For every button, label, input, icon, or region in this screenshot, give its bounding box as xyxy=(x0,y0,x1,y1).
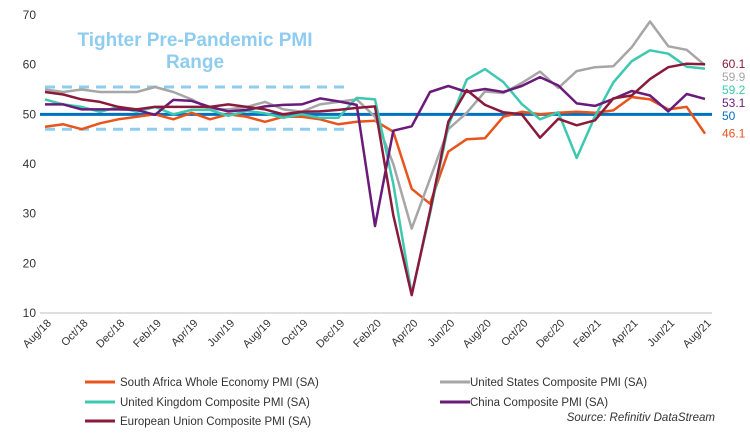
x-tick-label: Aug/18 xyxy=(21,317,54,350)
end-label: 59.9 xyxy=(722,70,746,84)
x-tick-label: Oct/18 xyxy=(59,317,90,348)
y-tick-label: 60 xyxy=(23,58,37,72)
y-tick-label: 50 xyxy=(23,107,37,121)
x-tick-label: Dec/18 xyxy=(94,317,127,350)
x-tick-label: Aug/20 xyxy=(461,317,494,350)
y-tick-label: 20 xyxy=(23,256,37,270)
x-tick-label: Feb/19 xyxy=(131,317,164,350)
source: Source: Refinitiv DataStream xyxy=(567,412,716,424)
x-tick-label: Jun/19 xyxy=(205,317,237,349)
legend-label: United Kingdom Composite PMI (SA) xyxy=(120,397,310,409)
x-tick-label: Jun/21 xyxy=(645,317,677,349)
x-tick-label: Oct/20 xyxy=(499,317,530,348)
series-line xyxy=(44,20,706,230)
x-tick-label: Dec/19 xyxy=(314,317,347,350)
legend-label: European Union Composite PMI (SA) xyxy=(120,416,311,428)
x-tick-label: Apr/20 xyxy=(389,317,420,348)
band-annotation: Tighter Pre-Pandemic PMI Range xyxy=(77,30,313,73)
end-label: 53.1 xyxy=(722,96,746,110)
x-tick-label: Dec/20 xyxy=(534,317,567,350)
y-tick-label: 70 xyxy=(23,8,37,22)
x-tick-label: Aug/19 xyxy=(241,317,274,350)
y-tick-label: 40 xyxy=(23,157,37,171)
x-tick-label: Oct/19 xyxy=(279,317,310,348)
y-tick-label: 30 xyxy=(23,207,37,221)
y-tick-label: 10 xyxy=(23,306,37,320)
end-label: 46.1 xyxy=(722,127,746,141)
x-tick-label: Feb/21 xyxy=(571,317,604,350)
series-line xyxy=(45,75,706,228)
series-line xyxy=(44,49,706,296)
end-label: 59.2 xyxy=(722,83,746,97)
x-tick-label: Apr/19 xyxy=(169,317,200,348)
legend-label: China Composite PMI (SA) xyxy=(470,397,608,409)
end-label: 50 xyxy=(722,109,736,123)
x-tick-label: Apr/21 xyxy=(609,317,640,348)
legend-label: South Africa Whole Economy PMI (SA) xyxy=(120,377,319,389)
end-label: 60.1 xyxy=(722,57,746,71)
series-line xyxy=(44,62,706,297)
x-tick-label: Feb/20 xyxy=(351,317,384,350)
x-tick-label: Jun/20 xyxy=(425,317,457,349)
x-tick-label: Aug/21 xyxy=(681,317,714,350)
legend-label: United States Composite PMI (SA) xyxy=(470,377,647,389)
